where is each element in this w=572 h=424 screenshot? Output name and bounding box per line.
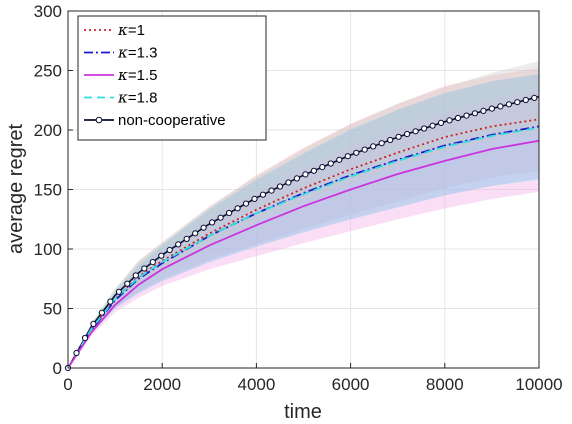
marker-non-cooperative bbox=[217, 214, 224, 221]
marker-non-cooperative bbox=[209, 219, 216, 226]
x-tick-label: 10000 bbox=[515, 375, 562, 394]
marker-non-cooperative bbox=[522, 96, 529, 104]
x-tick-label: 0 bbox=[63, 375, 72, 394]
marker-non-cooperative bbox=[454, 114, 462, 122]
line--1-8 bbox=[67, 126, 540, 369]
y-tick-label: 200 bbox=[34, 121, 62, 140]
x-tick-label: 4000 bbox=[237, 375, 275, 394]
legend-label--1-3: κ=1.3 bbox=[117, 44, 157, 62]
x-tick-label: 8000 bbox=[426, 375, 464, 394]
marker-non-cooperative bbox=[497, 103, 504, 110]
legend-label-non-cooperative: non-cooperative bbox=[118, 112, 226, 129]
legend-label--1-8: κ=1.8 bbox=[117, 89, 157, 107]
marker-non-cooperative bbox=[73, 349, 80, 357]
band--1-5 bbox=[68, 90, 539, 368]
marker-non-cooperative bbox=[336, 156, 343, 163]
marker-non-cooperative bbox=[141, 265, 148, 272]
marker-non-cooperative bbox=[310, 167, 317, 174]
y-tick-label: 0 bbox=[53, 359, 62, 378]
y-tick-label: 50 bbox=[43, 300, 62, 319]
marker-non-cooperative bbox=[124, 280, 131, 287]
y-tick-label: 250 bbox=[34, 62, 62, 81]
marker-non-cooperative bbox=[319, 164, 326, 171]
marker-non-cooperative bbox=[90, 320, 97, 327]
line--1 bbox=[67, 118, 540, 369]
marker-non-cooperative bbox=[192, 230, 199, 237]
marker-non-cooperative bbox=[361, 146, 368, 153]
marker-non-cooperative bbox=[429, 122, 436, 129]
legend-label--1-5: κ=1.5 bbox=[117, 66, 157, 84]
confidence-bands bbox=[68, 61, 539, 368]
y-axis-ticks: 0 50 100 150 200 250 300 bbox=[34, 2, 73, 378]
marker-non-cooperative bbox=[404, 130, 411, 138]
x-tick-label: 6000 bbox=[332, 375, 370, 394]
marker-non-cooperative bbox=[242, 200, 250, 207]
band-non-cooperative bbox=[68, 61, 539, 368]
x-tick-label: 2000 bbox=[143, 375, 181, 394]
marker-non-cooperative bbox=[175, 241, 182, 248]
marker-non-cooperative bbox=[378, 140, 385, 147]
marker-non-cooperative bbox=[480, 107, 487, 115]
marker-non-cooperative bbox=[268, 187, 275, 194]
marker-non-cooperative bbox=[344, 153, 351, 160]
y-axis-label: average regret bbox=[5, 124, 27, 255]
marker-non-cooperative bbox=[158, 252, 165, 259]
marker-non-cooperative bbox=[259, 191, 267, 198]
line--1-3 bbox=[67, 125, 540, 369]
marker-non-cooperative bbox=[200, 224, 207, 231]
marker-non-cooperative bbox=[421, 125, 428, 132]
marker-non-cooperative bbox=[251, 195, 258, 202]
marker-non-cooperative bbox=[293, 175, 300, 182]
marker-non-cooperative bbox=[471, 110, 478, 117]
marker-non-cooperative bbox=[81, 334, 89, 342]
x-axis-label: time bbox=[284, 401, 322, 423]
marker-non-cooperative bbox=[488, 105, 495, 112]
marker-non-cooperative bbox=[166, 246, 173, 254]
marker-non-cooperative bbox=[505, 101, 512, 108]
marker-non-cooperative bbox=[395, 133, 402, 140]
marker-non-cooperative bbox=[302, 171, 309, 178]
marker-non-cooperative bbox=[531, 94, 538, 102]
marker-non-cooperative bbox=[412, 128, 419, 135]
marker-non-cooperative bbox=[327, 160, 334, 167]
marker-non-cooperative bbox=[107, 298, 114, 305]
y-tick-label: 150 bbox=[34, 181, 62, 200]
band--1 bbox=[68, 68, 539, 368]
band--1-3 bbox=[68, 74, 539, 368]
marker-non-cooperative bbox=[463, 112, 470, 119]
marker-non-cooperative bbox=[98, 309, 106, 316]
marker-non-cooperative bbox=[285, 179, 292, 186]
marker-non-cooperative bbox=[387, 136, 394, 144]
y-tick-label: 300 bbox=[34, 2, 62, 21]
marker-non-cooperative bbox=[370, 143, 377, 150]
legend-marker-non-cooperative bbox=[95, 116, 103, 124]
marker-non-cooperative bbox=[276, 183, 284, 190]
marker-non-cooperative bbox=[437, 119, 445, 127]
marker-non-cooperative bbox=[183, 235, 190, 242]
marker-non-cooperative bbox=[353, 149, 360, 156]
legend: κ=1 κ=1.3 κ=1.5 κ=1.8 non-cooperative bbox=[77, 15, 267, 141]
marker-non-cooperative bbox=[115, 288, 123, 295]
marker-non-cooperative bbox=[149, 259, 156, 266]
line--1-5 bbox=[67, 139, 540, 369]
legend-label--1: κ=1 bbox=[117, 21, 145, 39]
marker-non-cooperative bbox=[226, 209, 233, 217]
marker-non-cooperative bbox=[132, 272, 139, 279]
marker-non-cooperative bbox=[514, 99, 521, 106]
x-axis-ticks: 0 2000 4000 6000 8000 10000 bbox=[63, 363, 563, 394]
y-tick-label: 100 bbox=[34, 240, 62, 259]
band--1-8 bbox=[68, 74, 539, 368]
marker-non-cooperative bbox=[446, 117, 453, 124]
marker-non-cooperative bbox=[234, 205, 241, 212]
